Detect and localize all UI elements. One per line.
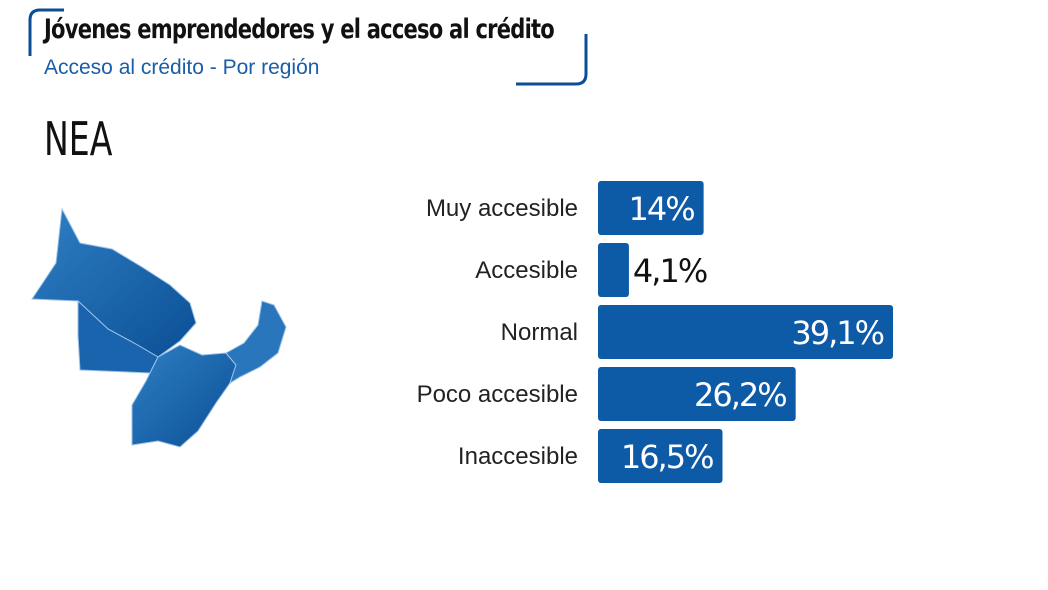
category-label: Accesible: [475, 257, 578, 284]
header-frame: [24, 6, 590, 86]
category-label: Normal: [501, 319, 578, 346]
bar: [598, 367, 796, 421]
bar: [598, 243, 629, 297]
category-label: Poco accesible: [417, 381, 578, 408]
corrientes-shape: [131, 344, 237, 448]
value-label: 14%: [629, 190, 695, 228]
value-label: 26,2%: [694, 376, 786, 414]
misiones-shape: [225, 300, 287, 385]
bar: [598, 429, 723, 483]
bar: [598, 181, 704, 235]
region-label: NEA: [44, 112, 113, 166]
page-title: Jóvenes emprendedores y el acceso al cré…: [44, 14, 555, 45]
header-border: [28, 8, 588, 86]
category-label: Muy accesible: [426, 195, 578, 222]
value-label: 39,1%: [791, 314, 883, 352]
value-label: 4,1%: [633, 252, 707, 290]
nea-region-map: [31, 207, 287, 448]
bar: [598, 305, 893, 359]
category-label: Inaccesible: [458, 443, 578, 470]
page-subtitle: Acceso al crédito - Por región: [44, 56, 320, 79]
value-label: 16,5%: [621, 438, 713, 476]
formosa-shape: [31, 207, 197, 358]
